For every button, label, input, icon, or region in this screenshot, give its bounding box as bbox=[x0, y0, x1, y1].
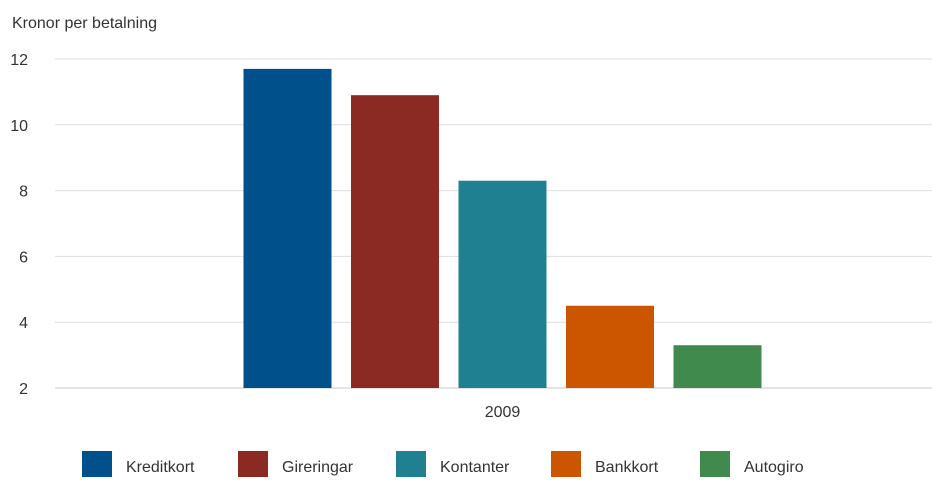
bar-autogiro bbox=[673, 345, 762, 388]
y-tick-label: 2 bbox=[19, 381, 28, 398]
y-tick-label: 12 bbox=[10, 52, 28, 69]
y-tick-label: 8 bbox=[19, 184, 28, 201]
legend-item-kreditkort: Kreditkort bbox=[82, 451, 195, 477]
legend-item-gireringar: Gireringar bbox=[238, 451, 354, 477]
y-tick-label: 10 bbox=[10, 118, 28, 135]
legend-item-kontanter: Kontanter bbox=[396, 451, 510, 477]
bars bbox=[243, 68, 762, 389]
legend-label: Gireringar bbox=[282, 459, 354, 476]
bar-gireringar bbox=[351, 95, 439, 388]
legend-label: Kontanter bbox=[440, 459, 510, 476]
y-tick-label: 6 bbox=[19, 249, 28, 266]
bar-bankkort bbox=[566, 305, 654, 388]
legend-item-bankkort: Bankkort bbox=[551, 451, 659, 477]
legend-item-autogiro: Autogiro bbox=[700, 451, 804, 477]
legend-label: Autogiro bbox=[744, 459, 804, 476]
x-axis-ticks: 2009 bbox=[485, 404, 521, 421]
y-tick-label: 4 bbox=[19, 315, 28, 332]
legend: Kreditkort Gireringar Kontanter Bankkort Aut… bbox=[82, 451, 804, 477]
legend-swatch bbox=[700, 451, 730, 477]
legend-swatch bbox=[82, 451, 112, 477]
legend-swatch bbox=[238, 451, 268, 477]
x-tick-label: 2009 bbox=[485, 404, 521, 421]
legend-swatch bbox=[396, 451, 426, 477]
legend-label: Bankkort bbox=[595, 459, 659, 476]
legend-swatch bbox=[551, 451, 581, 477]
bar-kreditkort bbox=[243, 68, 332, 389]
y-axis-label: Kronor per betalning bbox=[12, 15, 157, 32]
bar-kontanter bbox=[458, 180, 547, 388]
y-axis-ticks: 2 4 6 8 10 12 bbox=[10, 52, 28, 398]
legend-label: Kreditkort bbox=[126, 459, 195, 476]
